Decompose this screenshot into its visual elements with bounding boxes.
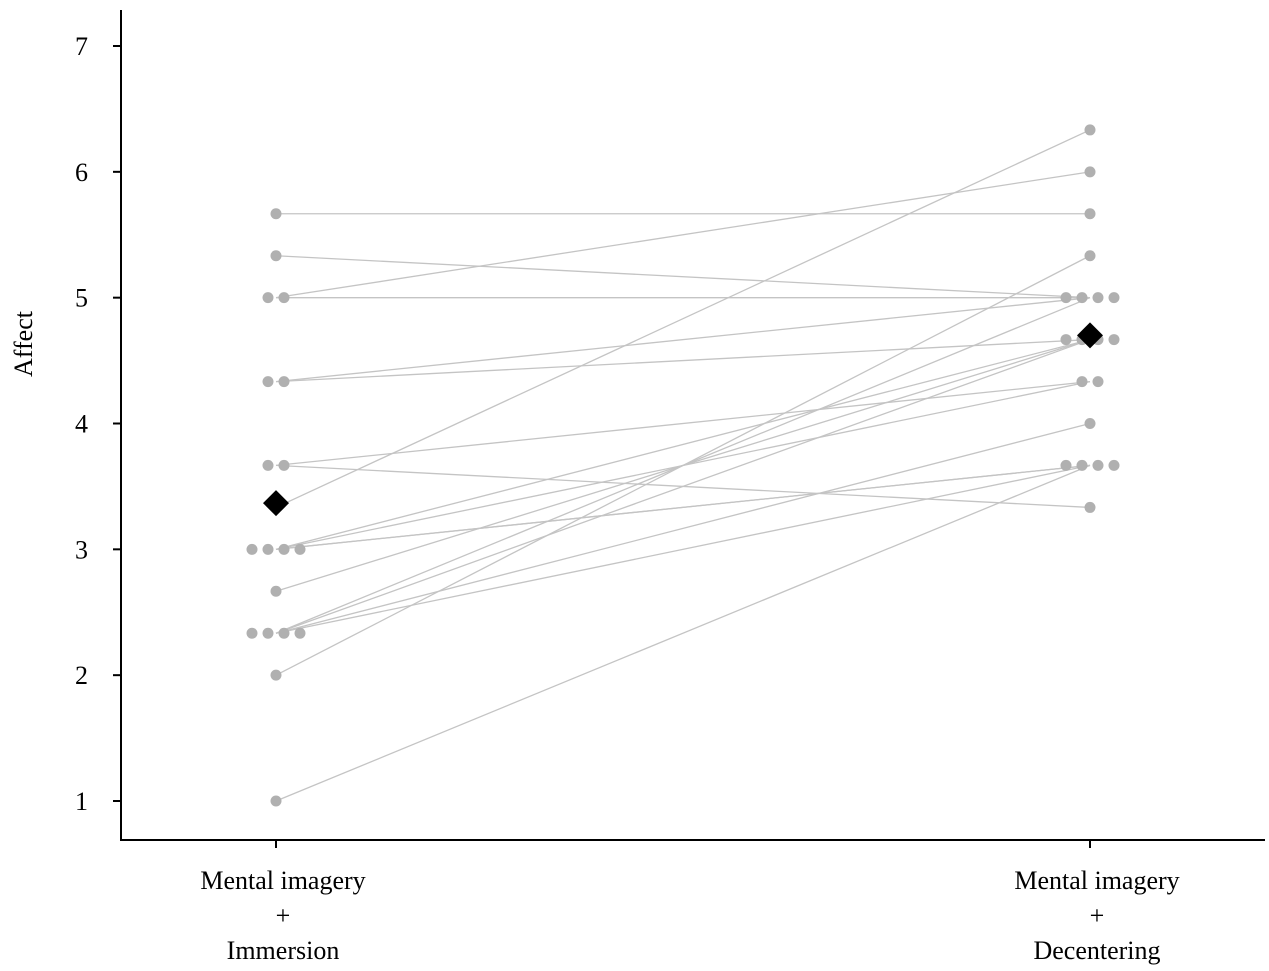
participant-line <box>275 297 1091 383</box>
participant-point <box>1092 376 1104 388</box>
participant-point <box>1084 124 1096 136</box>
participant-point <box>1060 334 1072 346</box>
participant-line <box>275 464 1091 550</box>
participant-line <box>275 255 1091 676</box>
x-category-label-line: Mental imagery <box>200 866 365 895</box>
participant-line <box>275 338 1091 550</box>
y-tick-label: 1 <box>75 787 88 816</box>
y-axis: 1 2 3 4 5 6 7 <box>75 10 122 840</box>
mean-markers <box>263 322 1103 517</box>
participant-point <box>1076 459 1088 471</box>
participant-point <box>270 585 282 597</box>
y-tick-label: 7 <box>75 32 88 61</box>
participant-line <box>275 171 1091 299</box>
y-ticks: 1 2 3 4 5 6 7 <box>75 32 121 816</box>
y-tick-label: 2 <box>75 661 88 690</box>
participant-point <box>1076 292 1088 304</box>
participant-point <box>1084 250 1096 262</box>
mean-marker <box>263 490 289 517</box>
participant-point <box>262 627 274 639</box>
participant-point <box>294 627 306 639</box>
participant-point <box>262 376 274 388</box>
participant-point <box>278 543 290 555</box>
participant-point <box>270 208 282 220</box>
x-category-label-line: Immersion <box>227 936 340 965</box>
participant-line <box>275 422 1091 634</box>
participant-point <box>1084 166 1096 178</box>
participant-line <box>275 338 1091 634</box>
x-category-labels: Mental imagery + Immersion Mental imagery + D… <box>200 840 1180 965</box>
participant-line <box>275 338 1091 383</box>
participant-point <box>278 627 290 639</box>
participant-point <box>1060 459 1072 471</box>
participant-line <box>275 380 1091 467</box>
participant-point <box>1108 459 1120 471</box>
participant-point <box>1092 459 1104 471</box>
participant-line <box>275 255 1091 299</box>
participant-point <box>246 627 258 639</box>
participant-line <box>275 129 1091 509</box>
participant-point <box>1084 501 1096 513</box>
y-tick-label: 3 <box>75 535 88 564</box>
participant-point <box>270 250 282 262</box>
participant-point <box>1108 292 1120 304</box>
mean-marker <box>1077 322 1103 349</box>
y-tick-label: 6 <box>75 158 88 187</box>
participant-point <box>262 459 274 471</box>
participant-point <box>1076 376 1088 388</box>
y-axis-title: Affect <box>9 310 38 377</box>
participant-point <box>1060 292 1072 304</box>
x-category-label-line: Decentering <box>1033 936 1160 965</box>
x-category-label-line: Mental imagery <box>1014 866 1179 895</box>
participant-point <box>278 376 290 388</box>
y-tick-label: 5 <box>75 284 88 313</box>
participant-point <box>278 459 290 471</box>
participant-point <box>262 543 274 555</box>
participant-point <box>270 669 282 681</box>
participant-point <box>294 543 306 555</box>
x-category-label-line: + <box>1090 901 1105 930</box>
participant-point <box>1084 418 1096 429</box>
participant-lines <box>275 129 1091 802</box>
y-tick-label: 4 <box>75 410 88 439</box>
participant-point <box>270 795 282 807</box>
participant-point <box>1108 334 1120 346</box>
participant-point <box>278 292 290 304</box>
participant-point <box>1084 208 1096 220</box>
x-category-label-line: + <box>276 901 291 930</box>
participant-point <box>1092 292 1104 304</box>
participant-line <box>275 464 1091 634</box>
participant-point <box>262 292 274 304</box>
participant-point <box>246 543 258 555</box>
participant-line <box>275 464 1091 802</box>
